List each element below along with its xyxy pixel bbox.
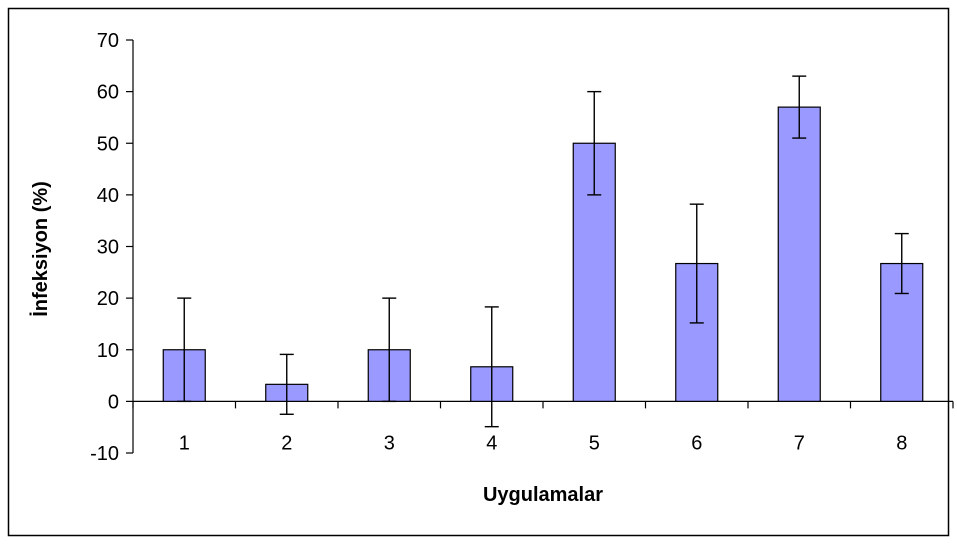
- x-tick-label: 4: [486, 432, 497, 454]
- x-tick-label: 5: [589, 432, 600, 454]
- bar: [777, 106, 821, 402]
- error-bars: [177, 75, 909, 428]
- x-tick-label: 8: [896, 432, 907, 454]
- x-tick-label: 2: [281, 432, 292, 454]
- y-tick-label: 20: [97, 288, 119, 310]
- x-tick-label: 7: [794, 432, 805, 454]
- x-tick-label: 1: [179, 432, 190, 454]
- y-tick-label: 50: [97, 133, 119, 155]
- x-tick-label: 3: [384, 432, 395, 454]
- y-tick-label: -10: [90, 443, 119, 465]
- y-tick-label: 0: [108, 391, 119, 413]
- y-axis: -10 0 10 20 30 40 50 60 70: [90, 30, 134, 465]
- bars: [162, 106, 924, 402]
- x-axis-label: Uygulamalar: [483, 484, 603, 506]
- bar: [572, 142, 616, 402]
- y-tick-label: 40: [97, 185, 119, 207]
- x-tick-label: 6: [691, 432, 702, 454]
- y-tick-label: 70: [97, 30, 119, 52]
- y-axis-label: İnfeksiyon (%): [29, 181, 52, 317]
- y-tick-label: 30: [97, 237, 119, 259]
- y-tick-label: 60: [97, 82, 119, 104]
- y-tick-label: 10: [97, 340, 119, 362]
